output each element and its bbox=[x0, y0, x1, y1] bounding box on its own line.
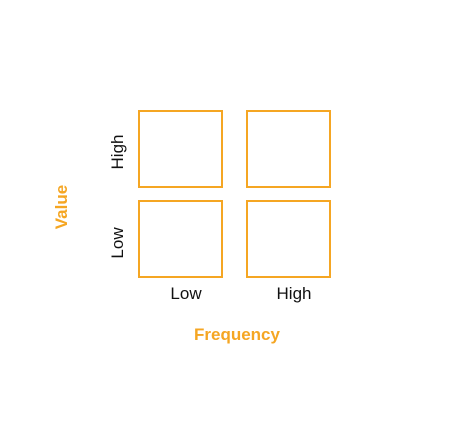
quadrant-low-value-high-frequency bbox=[246, 200, 331, 278]
y-axis-low-label: Low bbox=[108, 227, 127, 259]
y-axis-high-label: High bbox=[108, 134, 127, 170]
quadrant-low-value-low-frequency bbox=[138, 200, 223, 278]
x-axis-low-label: Low bbox=[170, 284, 202, 303]
quadrant-high-value-low-frequency bbox=[138, 110, 223, 188]
y-axis-title: Value bbox=[52, 184, 71, 230]
x-axis-high-label: High bbox=[276, 284, 312, 303]
x-axis-title: Frequency bbox=[194, 325, 280, 344]
quadrant-high-value-high-frequency bbox=[246, 110, 331, 188]
